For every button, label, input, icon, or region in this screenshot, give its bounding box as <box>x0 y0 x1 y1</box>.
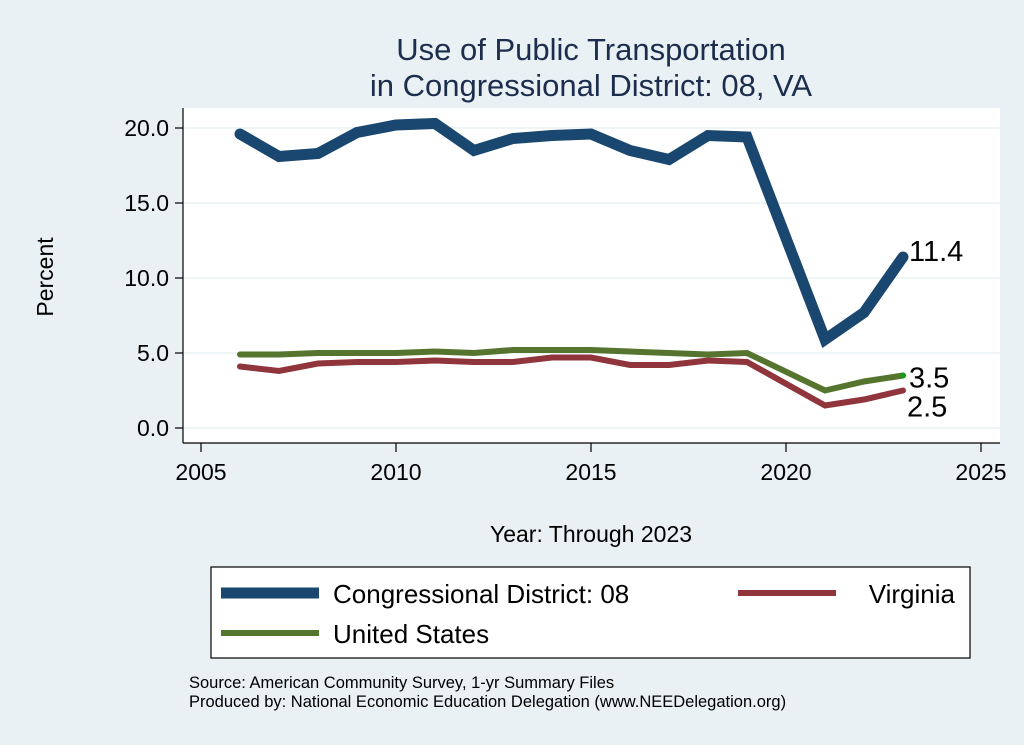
end-label: 2.5 <box>907 392 947 424</box>
series-line-united-states <box>237 347 906 394</box>
x-axis-ticks: 2005 2010 2015 2020 2025 <box>175 443 1007 485</box>
x-tick-label: 2020 <box>760 459 811 485</box>
y-tick-label: 20.0 <box>124 115 169 141</box>
end-label: 3.5 <box>909 363 949 395</box>
producer-note: Produced by: National Economic Education… <box>189 693 786 711</box>
y-tick-label: 5.0 <box>137 340 169 366</box>
end-label: 11.4 <box>909 236 963 268</box>
us-end-marker <box>900 372 906 379</box>
legend-label: Virginia <box>869 579 956 609</box>
y-tick-label: 10.0 <box>124 265 169 291</box>
legend-label: Congressional District: 08 <box>333 579 629 609</box>
x-axis-title: Year: Through 2023 <box>490 521 692 547</box>
series-line-virginia <box>237 354 906 409</box>
x-tick-label: 2015 <box>565 459 616 485</box>
y-tick-label: 15.0 <box>124 190 169 216</box>
legend-label: United States <box>333 619 489 649</box>
series-lines <box>234 117 909 409</box>
x-tick-label: 2005 <box>175 459 226 485</box>
y-axis-title: Percent <box>32 237 58 317</box>
legend-box <box>210 566 971 659</box>
chart-title-line-1: Use of Public Transportation <box>396 32 785 67</box>
source-note: Source: American Community Survey, 1-yr … <box>189 674 614 692</box>
end-labels: 11.4 2.53.5 <box>907 236 963 424</box>
series-line-congressional-district-08 <box>234 117 909 349</box>
x-tick-label: 2010 <box>370 459 421 485</box>
legend: Congressional District: 08 Virginia United… <box>221 579 956 649</box>
chart-title-line-2: in Congressional District: 08, VA <box>370 68 813 103</box>
y-axis-ticks: 0.0 5.0 10.0 15.0 20.0 <box>124 115 183 441</box>
y-tick-label: 0.0 <box>137 415 169 441</box>
x-tick-label: 2025 <box>955 459 1006 485</box>
plot-area <box>183 108 1000 443</box>
